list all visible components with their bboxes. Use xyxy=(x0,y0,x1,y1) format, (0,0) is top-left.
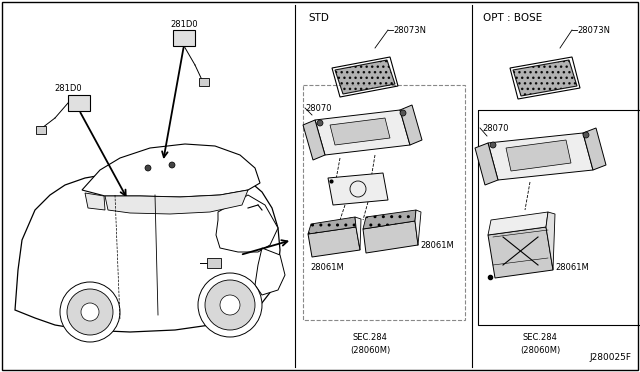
Text: 28070: 28070 xyxy=(305,103,332,112)
Text: 28070: 28070 xyxy=(482,124,509,132)
Text: 28061M: 28061M xyxy=(310,263,344,273)
Text: 281D0: 281D0 xyxy=(170,19,198,29)
Circle shape xyxy=(81,303,99,321)
Bar xyxy=(478,110,640,325)
Circle shape xyxy=(145,165,151,171)
Text: STD: STD xyxy=(308,13,329,23)
Circle shape xyxy=(60,282,120,342)
Bar xyxy=(68,95,90,111)
Circle shape xyxy=(400,110,406,116)
Circle shape xyxy=(169,162,175,168)
Circle shape xyxy=(220,295,240,315)
Text: SEC.284: SEC.284 xyxy=(523,334,557,343)
Polygon shape xyxy=(15,167,280,332)
Circle shape xyxy=(205,280,255,330)
Circle shape xyxy=(490,142,496,148)
Circle shape xyxy=(198,273,262,337)
Polygon shape xyxy=(335,60,395,94)
Polygon shape xyxy=(475,143,498,185)
Text: OPT : BOSE: OPT : BOSE xyxy=(483,13,542,23)
Circle shape xyxy=(317,120,323,126)
Polygon shape xyxy=(255,248,285,295)
Polygon shape xyxy=(303,120,325,160)
Polygon shape xyxy=(488,212,548,235)
Text: 281D0: 281D0 xyxy=(54,83,82,93)
Polygon shape xyxy=(363,221,418,253)
Polygon shape xyxy=(400,105,422,145)
Polygon shape xyxy=(363,210,416,229)
Polygon shape xyxy=(513,60,577,96)
Polygon shape xyxy=(583,128,606,170)
Bar xyxy=(207,258,221,268)
Polygon shape xyxy=(328,173,388,205)
Bar xyxy=(303,85,465,320)
Polygon shape xyxy=(216,195,278,252)
Text: 28073N: 28073N xyxy=(393,26,426,35)
Polygon shape xyxy=(355,217,361,250)
Text: 28061M: 28061M xyxy=(555,263,589,273)
Text: 28073N: 28073N xyxy=(577,26,610,35)
Polygon shape xyxy=(308,217,356,234)
Polygon shape xyxy=(105,190,248,214)
Text: 28061M: 28061M xyxy=(420,241,454,250)
Circle shape xyxy=(583,132,589,138)
Polygon shape xyxy=(488,133,593,180)
Polygon shape xyxy=(330,118,390,145)
Text: (28060M): (28060M) xyxy=(520,346,560,355)
Polygon shape xyxy=(85,193,105,210)
Circle shape xyxy=(67,289,113,335)
Text: SEC.284: SEC.284 xyxy=(353,334,387,343)
Bar xyxy=(36,126,46,134)
Polygon shape xyxy=(308,227,360,257)
Polygon shape xyxy=(415,210,421,245)
Polygon shape xyxy=(506,140,571,171)
Polygon shape xyxy=(488,227,553,278)
Polygon shape xyxy=(82,144,260,197)
Text: (28060M): (28060M) xyxy=(350,346,390,355)
Bar xyxy=(199,78,209,86)
Bar xyxy=(173,30,195,46)
Text: J280025F: J280025F xyxy=(589,353,631,362)
Polygon shape xyxy=(546,212,555,270)
Polygon shape xyxy=(315,110,410,155)
